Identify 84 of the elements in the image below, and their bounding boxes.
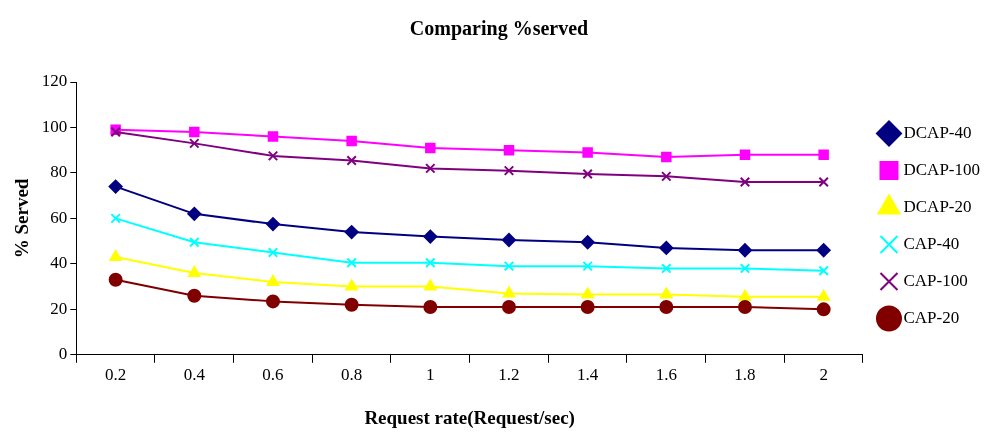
point: [581, 287, 594, 299]
point: [265, 217, 280, 232]
point: [187, 288, 202, 303]
x-tick-label: 0.4: [183, 365, 206, 385]
point: [582, 147, 593, 158]
point: [189, 237, 200, 248]
point: [267, 150, 279, 162]
point: [659, 240, 674, 255]
point: [818, 265, 829, 276]
x-tick-label: 0.6: [262, 365, 284, 385]
point: [425, 142, 436, 154]
point: [187, 206, 202, 221]
point: [580, 235, 595, 250]
point: [737, 300, 752, 315]
point: [345, 279, 358, 291]
y-tick-label: 120: [41, 71, 68, 91]
x-tick-label: 2: [819, 365, 828, 385]
legend-label: DCAP-100: [903, 159, 981, 179]
point: [501, 300, 516, 315]
point: [661, 263, 672, 274]
x-tick-label: 1: [426, 365, 435, 385]
point: [109, 250, 122, 262]
point: [346, 257, 357, 268]
point: [582, 260, 593, 272]
point: [818, 149, 829, 160]
legend-label: CAP-100: [903, 270, 968, 290]
point: [267, 131, 279, 142]
x-axis-title: Request rate(Request/sec): [364, 406, 575, 429]
point: [580, 300, 595, 315]
legend-label: CAP-40: [903, 233, 960, 253]
point: [503, 165, 515, 176]
point: [817, 289, 830, 301]
point: [816, 243, 831, 258]
point: [189, 126, 200, 138]
point: [582, 168, 593, 180]
legend-label: CAP-20: [903, 307, 960, 327]
x-tick-label: 0.8: [341, 365, 363, 385]
point: [661, 151, 672, 163]
point: [503, 260, 515, 272]
point: [425, 163, 436, 174]
y-tick-label: 20: [50, 298, 68, 318]
point: [266, 275, 280, 287]
point: [425, 257, 436, 268]
point: [188, 265, 201, 277]
point: [739, 149, 751, 160]
y-tick-label: 60: [50, 207, 68, 227]
x-tick-label: 1.8: [734, 365, 756, 385]
point: [423, 300, 438, 315]
x-tick-label: 1.4: [577, 365, 599, 385]
y-tick-label: 100: [41, 116, 68, 136]
point: [265, 294, 280, 309]
legend-label: DCAP-40: [903, 122, 972, 142]
point: [344, 297, 359, 312]
point: [424, 279, 437, 291]
point: [501, 233, 516, 247]
point: [738, 289, 752, 301]
point: [423, 229, 438, 244]
x-tick-label: 1.2: [498, 365, 520, 385]
point: [346, 155, 357, 166]
point: [660, 287, 673, 299]
chart-title: Comparing %served: [409, 17, 589, 41]
y-tick-label: 0: [58, 344, 68, 364]
point: [659, 300, 674, 315]
y-tick-label: 80: [50, 162, 68, 182]
point: [189, 138, 200, 149]
point: [108, 179, 123, 194]
x-tick-label: 1.6: [655, 365, 677, 385]
y-tick-label: 40: [50, 253, 68, 273]
point: [816, 302, 831, 317]
point: [346, 135, 357, 147]
legend-label: DCAP-20: [903, 196, 972, 216]
point: [661, 171, 672, 182]
point: [110, 213, 121, 224]
point: [739, 263, 751, 274]
point: [502, 286, 516, 298]
x-tick-label: 0.2: [105, 365, 127, 385]
point: [108, 272, 123, 287]
point: [267, 247, 279, 258]
point: [737, 243, 752, 258]
point: [739, 176, 751, 188]
y-axis-title: % Served: [11, 178, 33, 259]
point: [503, 144, 515, 156]
point: [818, 176, 829, 188]
point: [344, 225, 359, 240]
